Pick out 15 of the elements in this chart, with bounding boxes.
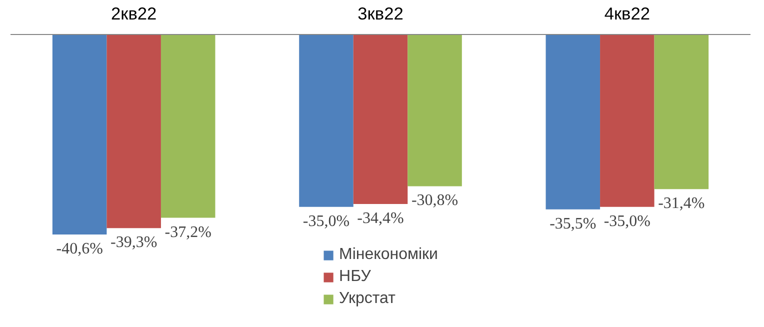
data-label: -31,4% (658, 195, 705, 212)
x-tick-label: 2кв22 (110, 4, 157, 24)
data-label: -39,3% (110, 234, 158, 252)
data-label: -34,4% (357, 210, 404, 227)
x-tick-label: 3кв22 (358, 4, 404, 24)
legend-label: Укрстат (339, 290, 396, 308)
data-label: -35,0% (604, 212, 650, 230)
data-label: -30,8% (411, 192, 458, 210)
legend-label: Мінекономіки (339, 246, 438, 264)
legend-label: НБУ (339, 268, 371, 286)
data-label: -40,6% (56, 240, 103, 258)
data-label: -35,5% (550, 215, 596, 232)
x-tick-label: 4кв22 (604, 4, 650, 24)
data-label: -35,0% (302, 212, 350, 230)
data-label: -37,2% (164, 224, 212, 241)
